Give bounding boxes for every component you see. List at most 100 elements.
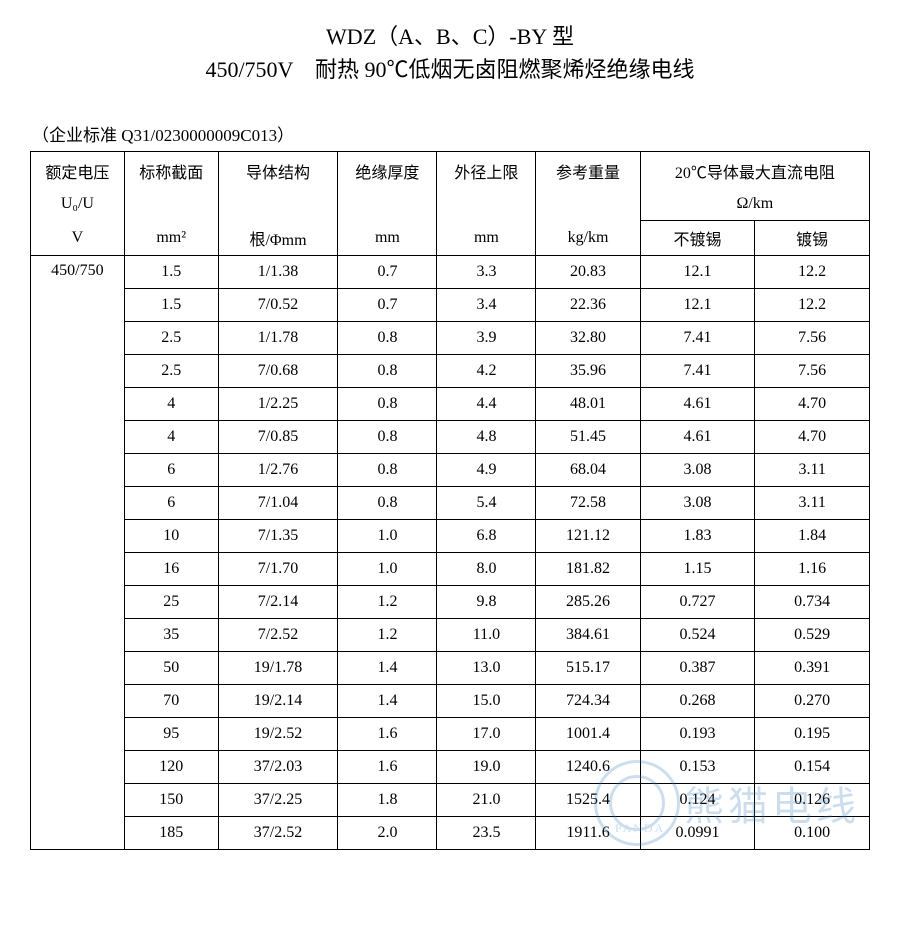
table-row: 357/2.521.211.0384.610.5240.529: [31, 619, 870, 652]
cell-res-notin: 4.61: [640, 388, 755, 421]
hdr-thick: 绝缘厚度: [338, 152, 437, 189]
cell-thick: 1.2: [338, 586, 437, 619]
hdr-weight-unit: kg/km: [536, 221, 640, 256]
hdr-diam: 外径上限: [437, 152, 536, 189]
cell-res-tin: 7.56: [755, 322, 870, 355]
cell-weight: 22.36: [536, 289, 640, 322]
cell-weight: 384.61: [536, 619, 640, 652]
cell-area: 2.5: [124, 355, 218, 388]
table-row: 67/1.040.85.472.583.083.11: [31, 487, 870, 520]
cell-diam: 4.4: [437, 388, 536, 421]
cell-area: 25: [124, 586, 218, 619]
hdr-res-tin: 镀锡: [755, 221, 870, 256]
cell-res-tin: 0.195: [755, 718, 870, 751]
cell-res-notin: 0.387: [640, 652, 755, 685]
cell-thick: 0.8: [338, 355, 437, 388]
cell-area: 4: [124, 421, 218, 454]
header-row-2: U₀/U Ω/km: [31, 188, 870, 221]
cell-area: 10: [124, 520, 218, 553]
table-row: 5019/1.781.413.0515.170.3870.391: [31, 652, 870, 685]
hdr-weight: 参考重量: [536, 152, 640, 189]
hdr-struct-unit: 根/Φmm: [218, 221, 338, 256]
cell-diam: 23.5: [437, 817, 536, 850]
cell-res-tin: 3.11: [755, 487, 870, 520]
hdr-area: 标称截面: [124, 152, 218, 189]
table-row: 61/2.760.84.968.043.083.11: [31, 454, 870, 487]
cell-thick: 0.8: [338, 388, 437, 421]
cell-area: 95: [124, 718, 218, 751]
cell-res-notin: 0.268: [640, 685, 755, 718]
cell-res-notin: 0.727: [640, 586, 755, 619]
cell-area: 2.5: [124, 322, 218, 355]
cell-thick: 1.6: [338, 718, 437, 751]
cell-struct: 7/0.85: [218, 421, 338, 454]
cell-res-tin: 0.100: [755, 817, 870, 850]
cell-diam: 13.0: [437, 652, 536, 685]
cell-area: 6: [124, 454, 218, 487]
cell-res-notin: 7.41: [640, 322, 755, 355]
cell-thick: 2.0: [338, 817, 437, 850]
cell-res-notin: 0.153: [640, 751, 755, 784]
cell-weight: 51.45: [536, 421, 640, 454]
cell-res-tin: 1.84: [755, 520, 870, 553]
hdr-resistance-group: 20℃导体最大直流电阻: [640, 152, 869, 189]
cell-thick: 0.7: [338, 256, 437, 289]
cell-diam: 21.0: [437, 784, 536, 817]
cell-res-notin: 0.0991: [640, 817, 755, 850]
cell-struct: 1/2.25: [218, 388, 338, 421]
cell-res-tin: 1.16: [755, 553, 870, 586]
cell-struct: 1/1.78: [218, 322, 338, 355]
cell-weight: 285.26: [536, 586, 640, 619]
table-row: 450/7501.51/1.380.73.320.8312.112.2: [31, 256, 870, 289]
table-row: 2.51/1.780.83.932.807.417.56: [31, 322, 870, 355]
cell-struct: 1/2.76: [218, 454, 338, 487]
cell-diam: 11.0: [437, 619, 536, 652]
cell-res-tin: 12.2: [755, 289, 870, 322]
cell-res-notin: 4.61: [640, 421, 755, 454]
table-row: 9519/2.521.617.01001.40.1930.195: [31, 718, 870, 751]
cell-area: 50: [124, 652, 218, 685]
cell-weight: 72.58: [536, 487, 640, 520]
cell-area: 70: [124, 685, 218, 718]
cell-thick: 0.8: [338, 421, 437, 454]
cell-weight: 32.80: [536, 322, 640, 355]
table-row: 2.57/0.680.84.235.967.417.56: [31, 355, 870, 388]
standard-code: （企业标准 Q31/0230000009C013）: [30, 121, 870, 146]
cell-weight: 1525.4: [536, 784, 640, 817]
cell-diam: 17.0: [437, 718, 536, 751]
voltage-value: 450/750: [31, 256, 125, 850]
cell-struct: 7/2.52: [218, 619, 338, 652]
cell-area: 1.5: [124, 289, 218, 322]
cell-res-tin: 0.270: [755, 685, 870, 718]
cell-area: 185: [124, 817, 218, 850]
cell-res-tin: 0.154: [755, 751, 870, 784]
cell-diam: 4.2: [437, 355, 536, 388]
cell-thick: 0.8: [338, 322, 437, 355]
cell-res-tin: 0.529: [755, 619, 870, 652]
cell-thick: 1.0: [338, 553, 437, 586]
hdr-voltage-unit: V: [31, 221, 125, 256]
cell-struct: 19/2.52: [218, 718, 338, 751]
hdr-thick-unit: mm: [338, 221, 437, 256]
hdr-res-notin: 不镀锡: [640, 221, 755, 256]
cell-res-notin: 0.193: [640, 718, 755, 751]
cell-weight: 1001.4: [536, 718, 640, 751]
cell-diam: 4.8: [437, 421, 536, 454]
header-row-3: V mm² 根/Φmm mm mm kg/km 不镀锡 镀锡: [31, 221, 870, 256]
table-row: 167/1.701.08.0181.821.151.16: [31, 553, 870, 586]
cell-weight: 48.01: [536, 388, 640, 421]
cell-area: 35: [124, 619, 218, 652]
cell-struct: 7/0.68: [218, 355, 338, 388]
table-row: 15037/2.251.821.01525.40.1240.126: [31, 784, 870, 817]
table-row: 257/2.141.29.8285.260.7270.734: [31, 586, 870, 619]
cell-res-tin: 0.391: [755, 652, 870, 685]
hdr-area-unit: mm²: [124, 221, 218, 256]
cell-area: 4: [124, 388, 218, 421]
title-line-2: 450/750V 耐热 90℃低烟无卤阻燃聚烯烃绝缘电线: [30, 53, 870, 86]
cell-weight: 68.04: [536, 454, 640, 487]
cell-res-notin: 12.1: [640, 256, 755, 289]
cell-diam: 5.4: [437, 487, 536, 520]
cell-diam: 6.8: [437, 520, 536, 553]
cell-weight: 181.82: [536, 553, 640, 586]
cell-area: 150: [124, 784, 218, 817]
